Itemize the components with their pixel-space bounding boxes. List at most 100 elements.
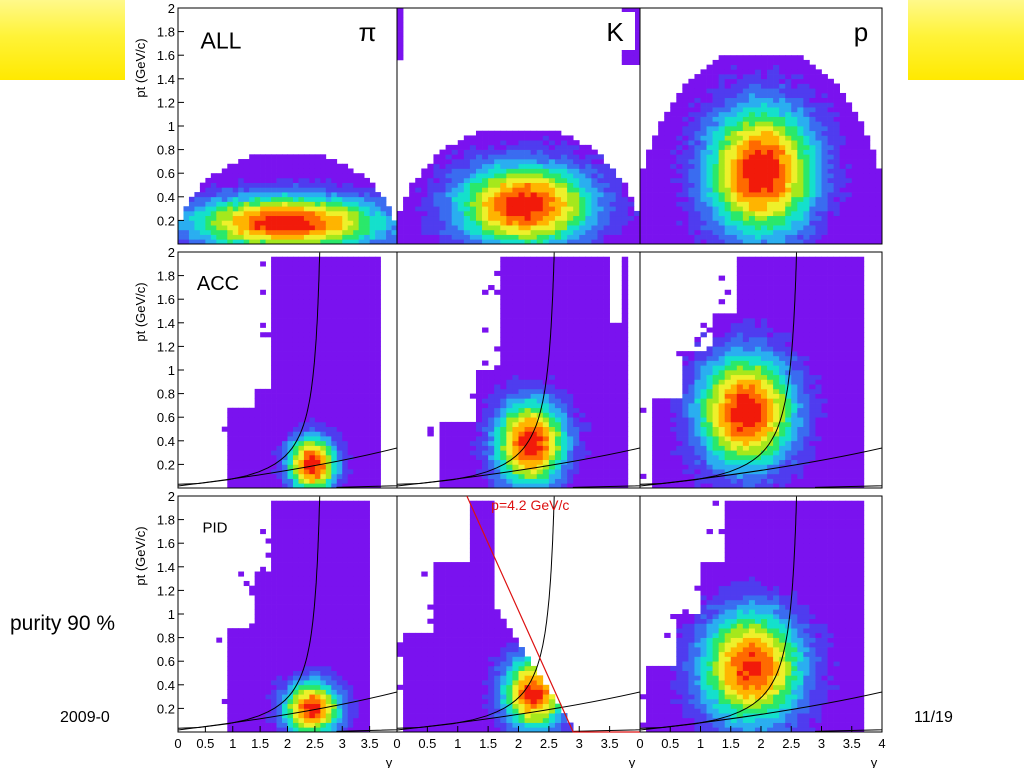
heatmap-cell xyxy=(342,182,349,188)
heatmap-cell xyxy=(276,336,283,343)
heatmap-cell xyxy=(205,187,212,193)
heatmap-cell xyxy=(249,450,255,456)
heatmap-cell xyxy=(265,168,272,174)
heatmap-cell xyxy=(706,140,713,146)
heatmap-cell xyxy=(433,220,440,226)
heatmap-cell xyxy=(287,412,294,418)
heatmap-cell xyxy=(530,220,538,226)
heatmap-cell xyxy=(791,135,798,141)
heatmap-cell xyxy=(839,140,847,146)
heatmap-cell xyxy=(803,149,810,155)
heatmap-cell xyxy=(821,177,828,183)
heatmap-cell xyxy=(421,220,428,226)
heatmap-cell xyxy=(664,135,671,141)
heatmap-cell xyxy=(445,469,453,475)
heatmap-cell xyxy=(548,403,556,409)
heatmap-cell xyxy=(347,426,354,432)
heatmap-cell xyxy=(271,384,277,390)
heatmap-cell xyxy=(265,182,272,188)
heatmap-cell xyxy=(205,229,212,235)
heatmap-cell xyxy=(488,239,495,245)
heatmap-cell xyxy=(276,289,283,295)
heatmap-cell xyxy=(469,192,477,198)
heatmap-cell xyxy=(658,182,665,188)
heatmap-cell xyxy=(292,256,299,262)
heatmap-cell xyxy=(736,78,744,84)
heatmap-cell xyxy=(524,144,531,150)
heatmap-cell xyxy=(342,303,349,309)
heatmap-cell xyxy=(524,149,531,155)
heatmap-cell xyxy=(640,177,647,183)
heatmap-cell xyxy=(475,154,483,160)
heatmap-cell xyxy=(445,196,453,202)
heatmap-cell xyxy=(183,225,190,231)
heatmap-cell xyxy=(730,102,738,108)
heatmap-cell xyxy=(754,88,762,94)
heatmap-cell xyxy=(512,327,519,333)
heatmap-cell xyxy=(646,154,653,160)
heatmap-cell xyxy=(188,215,195,221)
heatmap-cell xyxy=(375,360,381,366)
heatmap-cell xyxy=(615,225,623,231)
heatmap-cell xyxy=(445,436,453,442)
heatmap-cell xyxy=(815,234,822,240)
heatmap-cell xyxy=(205,239,212,245)
heatmap-cell xyxy=(591,388,598,394)
heatmap-cell xyxy=(845,173,853,179)
heatmap-cell xyxy=(579,192,586,198)
heatmap-cell xyxy=(682,116,689,122)
heatmap-cell xyxy=(797,234,804,240)
heatmap-cell xyxy=(627,234,635,240)
heatmap-cell xyxy=(320,336,327,343)
heatmap-cell xyxy=(199,210,206,217)
heatmap-cell xyxy=(512,168,519,174)
heatmap-cell xyxy=(603,196,610,202)
heatmap-cell xyxy=(271,299,277,305)
heatmap-cell xyxy=(875,229,883,235)
heatmap-cell xyxy=(254,459,261,465)
heatmap-cell xyxy=(216,177,223,183)
heatmap-cell xyxy=(506,285,513,291)
heatmap-cell xyxy=(706,135,713,141)
heatmap-cell xyxy=(309,308,316,314)
heatmap-cell xyxy=(314,322,321,328)
heatmap-cell xyxy=(536,163,544,169)
heatmap-cell xyxy=(314,275,321,281)
heatmap-cell xyxy=(730,107,738,113)
heatmap-cell xyxy=(320,365,327,371)
heatmap-cell xyxy=(309,280,316,286)
heatmap-cell xyxy=(536,327,544,333)
heatmap-cell xyxy=(500,135,507,141)
heatmap-cell xyxy=(303,285,310,291)
heatmap-cell xyxy=(658,192,665,198)
heatmap-cell xyxy=(554,469,562,475)
heatmap-cell xyxy=(433,192,440,198)
heatmap-cell xyxy=(700,111,707,117)
heatmap-cell xyxy=(779,239,786,245)
heatmap-cell xyxy=(276,365,283,371)
heatmap-cell xyxy=(494,135,501,141)
heatmap-cell xyxy=(469,140,477,146)
heatmap-cell xyxy=(512,144,519,150)
heatmap-cell xyxy=(579,144,586,150)
heatmap-cell xyxy=(227,225,234,231)
heatmap-cell xyxy=(336,173,343,179)
heatmap-cell xyxy=(375,201,381,207)
heatmap-cell xyxy=(724,88,732,94)
heatmap-cell xyxy=(488,454,495,461)
heatmap-cell xyxy=(682,163,689,169)
heatmap-cell xyxy=(364,215,370,221)
heatmap-cell xyxy=(597,285,604,291)
heatmap-cell xyxy=(548,210,556,217)
heatmap-cell xyxy=(309,360,316,366)
heatmap-cell xyxy=(488,196,495,202)
heatmap-cell xyxy=(773,97,780,103)
heatmap-cell xyxy=(542,196,550,202)
heatmap-cell xyxy=(282,234,288,240)
heatmap-cell xyxy=(292,168,299,174)
heatmap-cell xyxy=(676,163,683,169)
heatmap-cell xyxy=(451,229,459,235)
heatmap-cell xyxy=(314,341,321,347)
heatmap-cell xyxy=(803,97,810,103)
heatmap-cell xyxy=(809,192,816,198)
